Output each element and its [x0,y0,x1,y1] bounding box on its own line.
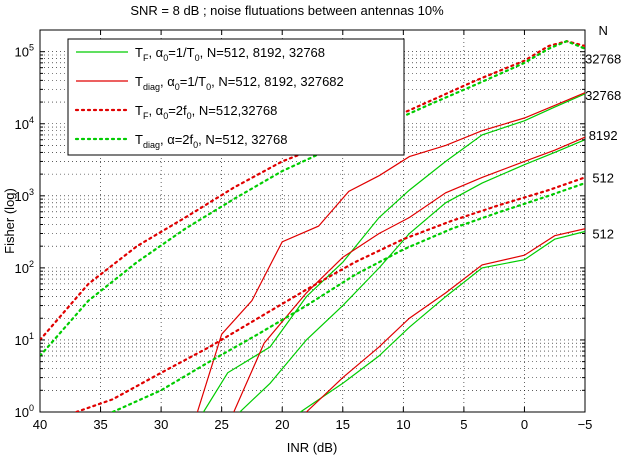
y-tick-label: 101 [15,331,34,348]
x-tick-label: 30 [154,417,168,432]
y-tick-label: 104 [15,115,34,132]
series-line-1 [202,93,585,412]
series-line-10 [111,182,585,412]
n-annotation: 512 [592,226,614,241]
x-tick-label: −5 [578,417,593,432]
x-tick-label: 0 [521,417,528,432]
x-tick-label: 20 [275,417,289,432]
chart-title: SNR = 8 dB ; noise flutuations between a… [130,3,444,18]
series-layer [40,40,585,412]
y-tick-label: 102 [15,259,34,276]
legend-label: Tdiag, α0=1/T0, N=512, 8192, 327682 [135,74,344,92]
legend: TF, α0=1/T0, N=512, 8192, 32768 Tdiag, α0… [67,38,405,156]
x-tick-label: 25 [214,417,228,432]
n-annotation: N [598,23,607,38]
series-line-6 [305,228,585,412]
y-tick-label: 100 [15,403,34,420]
n-annotation: 32768 [585,52,621,67]
y-tick-label: 105 [15,43,34,60]
series-line-3 [300,230,585,412]
series-line-4 [196,92,585,412]
n-annotation: 512 [592,170,614,185]
series-line-8 [75,176,585,412]
x-tick-label: 5 [460,417,467,432]
y-tick-label: 103 [15,187,34,204]
x-axis-label: INR (dB) [287,440,338,455]
legend-label: TF, α0=2f0, N=512,32768 [135,103,277,121]
n-annotation: 8192 [589,128,618,143]
series-line-5 [233,136,585,412]
series-line-7 [40,40,585,341]
x-tick-label: 15 [336,417,350,432]
x-tick-label: 10 [396,417,410,432]
n-annotation: 32768 [585,88,621,103]
x-tick-label: 40 [33,417,47,432]
legend-box [67,38,405,156]
y-axis-label: Fisher (log) [2,188,17,254]
legend-label: TF, α0=1/T0, N=512, 8192, 32768 [135,45,325,63]
legend-label: Tdiag, α=2f0, N=512, 32768 [135,132,287,150]
x-tick-label: 35 [93,417,107,432]
series-line-2 [239,139,585,412]
n-annotations: N 32768 32768 8192 512 512 [585,23,621,241]
